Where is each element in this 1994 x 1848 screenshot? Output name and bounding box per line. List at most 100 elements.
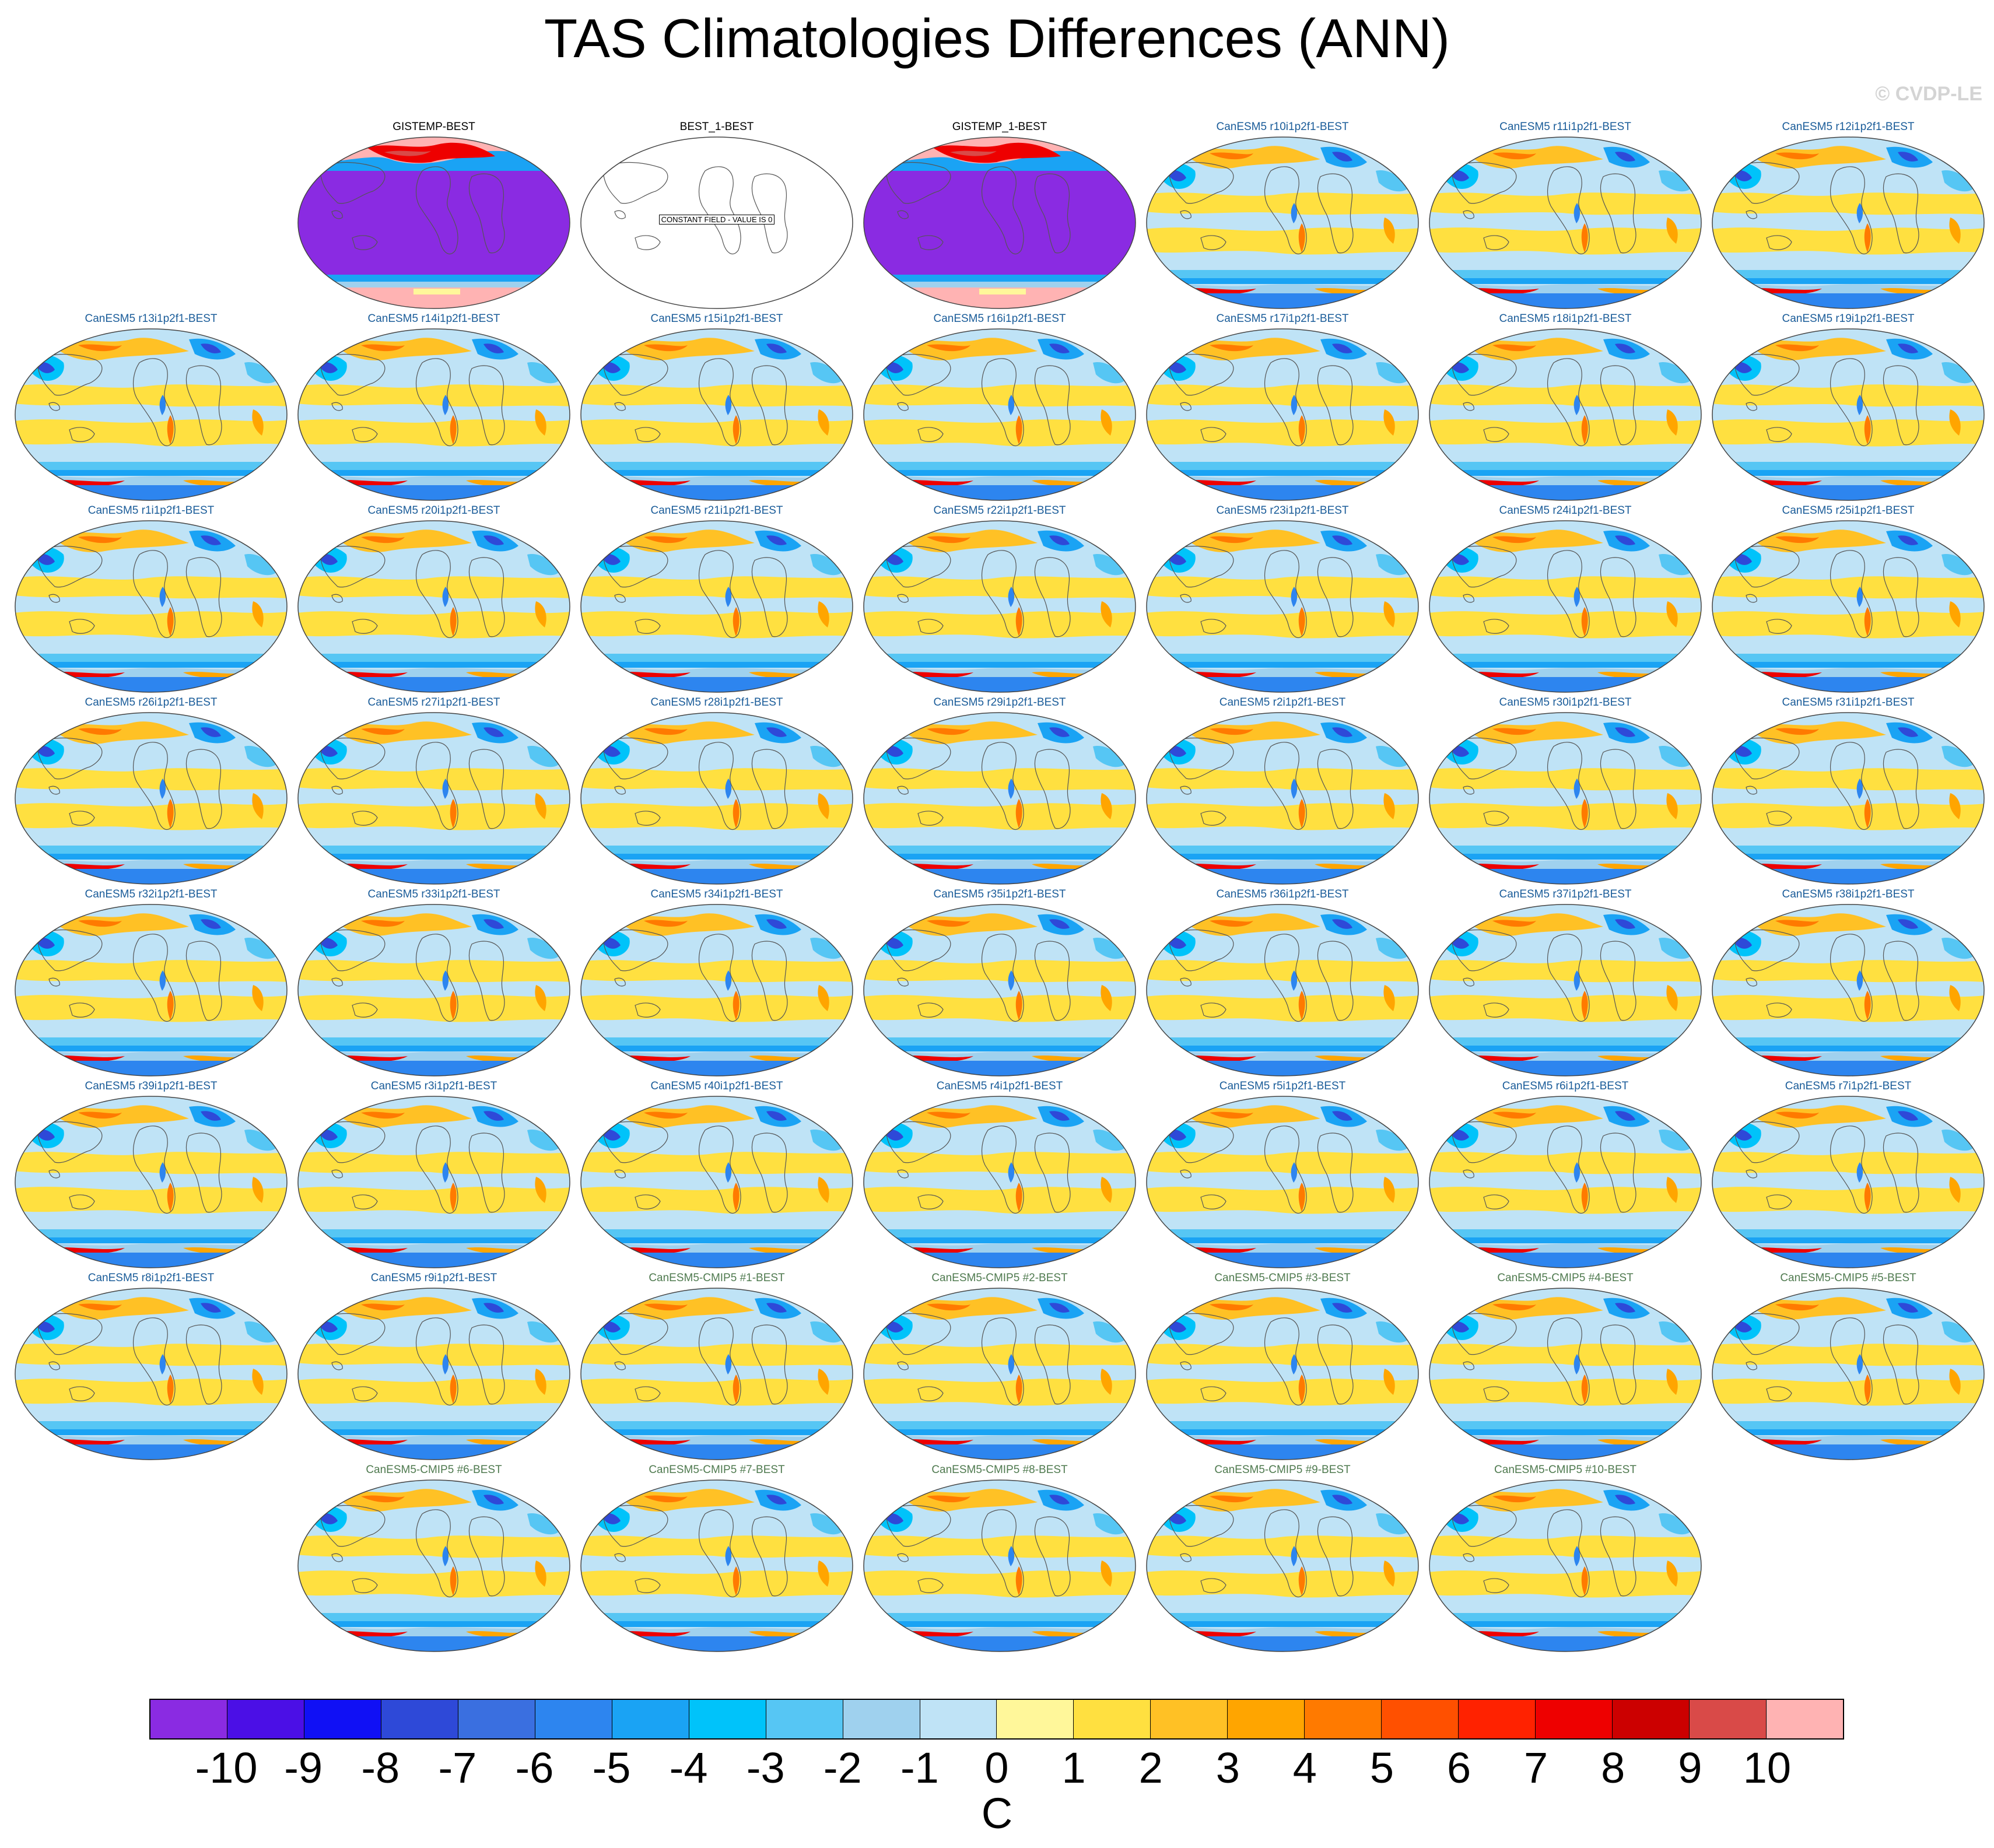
anomaly-band [1429,1253,1701,1268]
panel-title: CanESM5 r19i1p2f1-BEST [1782,313,1915,325]
anomaly-band [527,746,559,767]
colorbar-tick-label: -8 [361,1744,400,1792]
anomaly-band [581,995,853,1022]
anomaly-band [644,920,688,927]
coastline [468,1324,505,1405]
anomaly-band [1180,1105,1320,1128]
map-svg [297,1096,570,1268]
anomaly-band [864,1570,1136,1598]
anomaly-band [581,869,853,884]
anomaly-band [15,1061,287,1076]
anomaly-band [1210,728,1253,735]
anomaly-band [1659,170,1691,192]
anomaly-band [1015,991,1022,1020]
anomaly-band [1147,1051,1418,1061]
coastline [133,550,176,638]
anomaly-band [252,793,264,819]
coastline [331,977,343,987]
coastline [1883,941,1919,1021]
anomaly-band [1864,415,1871,444]
coastline [982,742,1024,830]
coastline [48,977,60,987]
coastline [69,1002,95,1018]
map-outline [580,712,853,885]
anomaly-band [864,1344,1136,1366]
anomaly-band [864,1061,1136,1076]
anomaly-band [1615,152,1635,162]
panel-title: CanESM5 r2i1p2f1-BEST [1219,696,1346,709]
coastline [1168,545,1234,588]
map-svg [580,328,853,501]
coastline [331,786,343,795]
anomaly-band [1015,1374,1022,1404]
coastline [917,427,944,442]
panel-title: CanESM5 r5i1p2f1-BEST [1219,1080,1346,1092]
anomaly-band [1942,554,1974,576]
anomaly-band [1049,1303,1070,1313]
anomaly-band [298,1429,570,1435]
anomaly-band [1712,1379,1984,1406]
anomaly-band [733,799,740,828]
coastline [1034,365,1071,446]
anomaly-band [1049,1495,1070,1505]
anomaly-band [450,1566,457,1595]
map-outline [863,136,1136,309]
anomaly-band [864,384,1136,407]
panel-title: CanESM5 r30i1p2f1-BEST [1499,696,1632,709]
anomaly-band [766,1303,787,1313]
anomaly-band [1147,995,1418,1022]
anomaly-band [1712,293,1984,308]
anomaly-band [1093,362,1125,384]
coastline [48,1361,60,1370]
anomaly-band [1101,793,1112,819]
anomaly-band [1429,1061,1701,1076]
anomaly-band [1049,535,1070,545]
coastline [1200,1578,1226,1593]
colorbar-tick-label: -2 [823,1744,862,1792]
anomaly-band [1898,1111,1918,1121]
anomaly-band [1180,913,1320,936]
coastline [1168,162,1234,204]
anomaly-band [1712,278,1984,284]
coastline [1600,365,1636,446]
coastline [320,353,386,396]
map-panel: CanESM5 r40i1p2f1-BEST [575,1080,858,1271]
coastline [1451,162,1517,204]
anomaly-band [810,1513,842,1535]
anomaly-band [1666,409,1678,436]
anomaly-band [1376,554,1408,576]
anomaly-band [725,970,732,991]
anomaly-band [1712,1046,1984,1051]
coastline [1766,427,1792,442]
coastline [614,1169,626,1179]
anomaly-band [1332,727,1352,737]
anomaly-band [733,607,740,636]
map-outline [1712,1096,1985,1268]
panel-title: CanESM5-CMIP5 #6-BEST [366,1464,502,1476]
anomaly-band [1942,1130,1974,1151]
anomaly-band [1147,1613,1418,1621]
anomaly-band [1666,601,1678,627]
anomaly-band [244,1321,276,1343]
coastline [1734,353,1800,396]
anomaly-band [1615,343,1635,353]
coastline [1168,353,1234,396]
anomaly-band [1659,1513,1691,1535]
coastline [1180,210,1192,219]
panel-title: CanESM5 r26i1p2f1-BEST [85,696,218,709]
coastline [37,545,103,588]
coastline [699,1317,741,1405]
map-panel: CanESM5 r15i1p2f1-BEST [575,313,858,504]
anomaly-band [15,1344,287,1366]
anomaly-band [1666,1177,1678,1203]
anomaly-band [1574,1162,1581,1183]
coastline [320,162,386,204]
anomaly-band [1949,793,1961,819]
anomaly-band [1180,1297,1320,1320]
coastline [1746,977,1757,987]
anomaly-band [1180,338,1320,360]
anomaly-band [864,869,1136,884]
anomaly-band [864,1051,1136,1061]
map-svg [580,1479,853,1652]
anomaly-band [298,1621,570,1627]
